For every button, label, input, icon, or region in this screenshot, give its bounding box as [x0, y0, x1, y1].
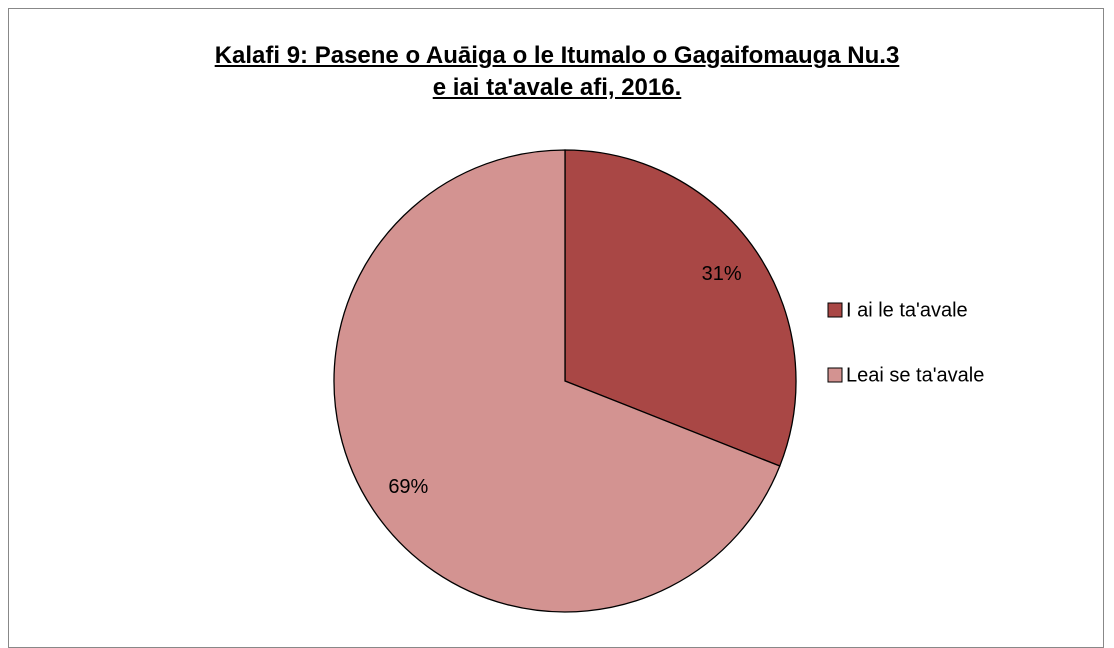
page: Kalafi 9: Pasene o Auāiga o le Itumalo o…	[8, 8, 1104, 648]
legend-swatch	[827, 367, 843, 383]
data-label: 69%	[388, 476, 428, 498]
chart-title: Kalafi 9: Pasene o Auāiga o le Itumalo o…	[214, 42, 900, 101]
legend-swatch	[827, 302, 843, 318]
data-label: 31%	[702, 263, 742, 285]
legend-label: Leai se ta'avale	[846, 364, 984, 386]
pie-slice	[333, 149, 781, 613]
legend-label: I ai le ta'avale	[846, 299, 968, 321]
pie-slice	[564, 149, 797, 467]
chart: 31% I ai le ta'avale 69% Leai se ta'avale	[333, 149, 984, 613]
